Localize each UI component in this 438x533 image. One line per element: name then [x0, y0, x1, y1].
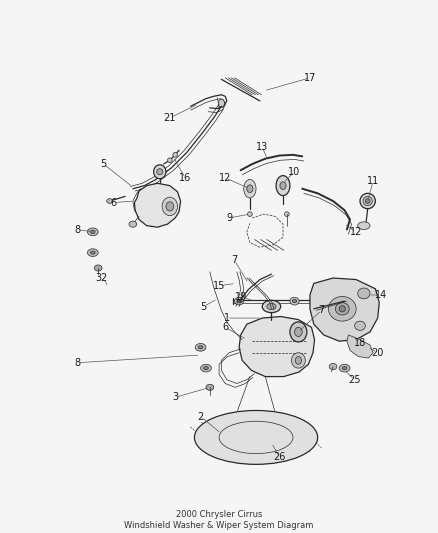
Ellipse shape — [285, 212, 289, 216]
Ellipse shape — [94, 265, 102, 271]
Text: 1: 1 — [224, 313, 230, 323]
Ellipse shape — [204, 367, 208, 370]
Text: 3: 3 — [95, 273, 101, 283]
Text: 25: 25 — [348, 375, 361, 385]
Ellipse shape — [339, 364, 350, 372]
Text: 8: 8 — [74, 358, 81, 368]
Ellipse shape — [237, 300, 241, 303]
Polygon shape — [310, 278, 379, 341]
Text: 16: 16 — [179, 173, 191, 183]
Text: 6: 6 — [110, 198, 117, 207]
Ellipse shape — [88, 228, 98, 236]
Ellipse shape — [88, 249, 98, 256]
Text: 20: 20 — [371, 348, 384, 358]
Ellipse shape — [91, 230, 95, 233]
Ellipse shape — [276, 175, 290, 196]
Ellipse shape — [167, 158, 172, 163]
Ellipse shape — [328, 297, 338, 305]
Ellipse shape — [358, 222, 370, 230]
Ellipse shape — [91, 251, 95, 254]
Ellipse shape — [247, 212, 252, 216]
Text: 14: 14 — [374, 290, 387, 300]
Ellipse shape — [201, 364, 212, 372]
Text: 3: 3 — [172, 392, 178, 402]
Text: 11: 11 — [367, 176, 379, 186]
Text: 10: 10 — [288, 167, 300, 177]
Text: 8: 8 — [74, 224, 81, 235]
Ellipse shape — [262, 301, 281, 313]
Polygon shape — [134, 183, 180, 227]
Ellipse shape — [358, 288, 370, 299]
Ellipse shape — [328, 296, 356, 321]
Text: 15: 15 — [213, 281, 225, 290]
Ellipse shape — [363, 196, 372, 206]
Text: 12: 12 — [219, 173, 231, 183]
Text: 2000 Chrysler Cirrus
Windshield Washer & Wiper System Diagram: 2000 Chrysler Cirrus Windshield Washer &… — [124, 510, 314, 530]
Ellipse shape — [206, 384, 214, 391]
Ellipse shape — [365, 199, 370, 203]
Ellipse shape — [331, 300, 336, 303]
Ellipse shape — [267, 303, 276, 310]
Text: 6: 6 — [222, 322, 228, 332]
Text: 2: 2 — [100, 273, 107, 283]
Ellipse shape — [291, 353, 305, 368]
Ellipse shape — [290, 322, 307, 342]
Ellipse shape — [166, 202, 173, 211]
Ellipse shape — [234, 297, 244, 305]
Ellipse shape — [173, 152, 177, 157]
Ellipse shape — [247, 185, 253, 192]
Ellipse shape — [154, 165, 166, 179]
Ellipse shape — [218, 99, 225, 107]
Text: 9: 9 — [226, 213, 232, 223]
Ellipse shape — [342, 367, 347, 370]
Ellipse shape — [162, 197, 177, 216]
Ellipse shape — [355, 321, 365, 330]
Text: 7: 7 — [318, 305, 325, 316]
Ellipse shape — [329, 364, 337, 370]
Text: 21: 21 — [164, 113, 176, 123]
Text: 5: 5 — [100, 159, 107, 169]
Ellipse shape — [290, 297, 299, 305]
Ellipse shape — [294, 327, 302, 336]
Text: 7: 7 — [231, 255, 237, 265]
Ellipse shape — [107, 199, 113, 203]
Ellipse shape — [292, 300, 297, 303]
Text: 26: 26 — [273, 451, 285, 462]
Ellipse shape — [339, 306, 346, 312]
Polygon shape — [347, 335, 373, 358]
Ellipse shape — [244, 180, 256, 198]
Ellipse shape — [280, 182, 286, 189]
Text: 18: 18 — [354, 338, 366, 348]
Text: 13: 13 — [256, 142, 268, 152]
Text: 17: 17 — [304, 73, 316, 83]
Ellipse shape — [336, 303, 349, 315]
Ellipse shape — [360, 193, 375, 209]
Ellipse shape — [295, 357, 301, 364]
Ellipse shape — [195, 343, 206, 351]
Text: 5: 5 — [201, 302, 207, 311]
Ellipse shape — [129, 221, 137, 227]
Text: 2: 2 — [198, 411, 204, 422]
Polygon shape — [239, 317, 314, 377]
Ellipse shape — [157, 168, 163, 175]
Text: 19: 19 — [234, 292, 247, 302]
Text: 12: 12 — [350, 227, 362, 237]
Ellipse shape — [194, 410, 318, 464]
Ellipse shape — [198, 346, 203, 349]
